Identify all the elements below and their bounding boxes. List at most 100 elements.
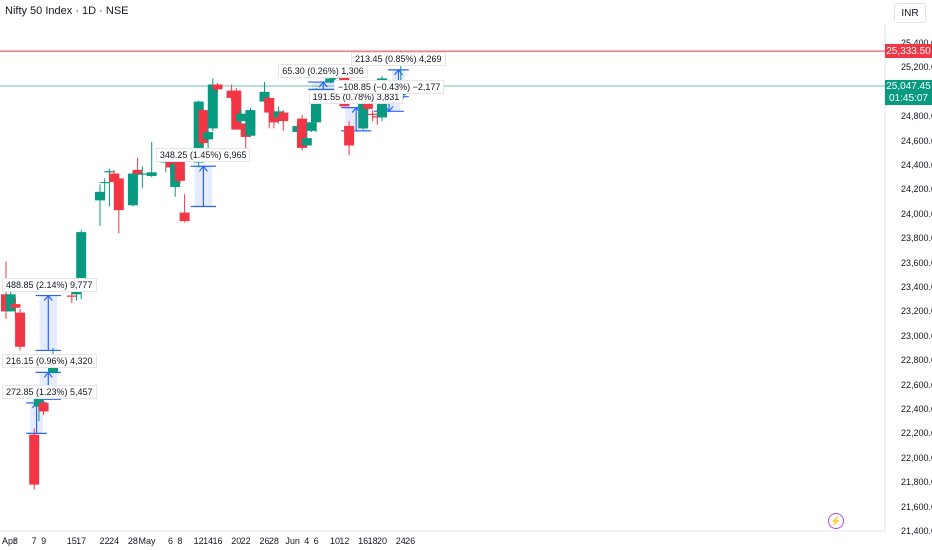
time-tick-label: 22 [240,536,251,546]
time-tick-label: Jun [285,536,300,546]
measurement-arrow-head [198,165,208,172]
candle-down [231,90,242,130]
time-tick-label: Apr [2,536,17,546]
measurement-label: 65.30 (0.26%) 1,306 [278,64,368,79]
candle-up [311,91,322,123]
price-tick-label: 22,400.00 [901,404,932,414]
candle-down [66,295,77,297]
candle-up [259,91,270,102]
time-tick-label: 26 [405,536,416,546]
candle-up [33,396,44,407]
candle-down [174,155,185,181]
price-tick-label: 23,400.00 [901,282,932,292]
candle-down [15,312,26,347]
price-tick-label: 23,200.00 [901,306,932,317]
candle-up [127,173,138,206]
time-tick-label: 6 [167,536,174,546]
time-tick-label: 16 [358,536,369,546]
lightning-icon[interactable]: ⚡ [828,513,844,529]
price-tick-label: 25,200.00 [901,62,932,73]
time-tick-label: 12 [193,536,204,546]
measurement-arrow-head [318,81,328,88]
candle-down [344,125,355,146]
measurement-label: 348.25 (1.45%) 6,965 [155,148,251,163]
candle-up [306,122,317,131]
candle-up [207,84,218,129]
time-tick-label: 17 [76,536,87,546]
candle-up [95,191,105,201]
time-tick-label: 16 [212,536,223,546]
price-tick-label: 23,600.00 [901,257,932,268]
current-price: 25,047.45 [886,80,931,92]
candle-down [179,212,190,222]
time-tick-label: 10 [329,536,341,546]
currency-button[interactable]: INR [894,3,926,23]
candle-up [236,113,246,122]
measurement-label: −108.85 (−0.43%) −2,177 [334,79,445,94]
candle-up [325,78,336,83]
symbol-title[interactable]: Nifty 50 Index · 1D · NSE [5,5,129,17]
price-tick-label: 24,600.00 [901,135,932,146]
candle-up [301,138,312,146]
time-tick-label: 22 [99,536,110,546]
time-tick-label: 24 [109,536,120,546]
candle-down [264,97,275,113]
time-tick-label: 4 [304,536,310,546]
bar-countdown: 01:45:07 [889,92,928,104]
price-tick-label: 22,000.00 [901,452,932,463]
price-tick-label: 21,800.00 [901,477,932,488]
time-tick-label: May [138,536,156,546]
candle-up [5,294,16,312]
measurement-arrow-head [43,294,53,301]
candle-up [99,182,110,184]
candle-down [109,173,120,183]
candle-down [113,178,124,211]
high-price-tag: 25,333.50 [885,44,932,59]
candle-down [297,118,308,148]
price-tick-label: 22,600.00 [901,379,932,390]
price-tick-label: 22,200.00 [901,428,932,439]
measurement-label: 488.85 (2.14%) 9,777 [2,277,97,292]
candle-up [203,132,214,140]
time-tick-label: 7 [31,536,37,546]
price-tick-label: 25,400.00 [901,38,932,48]
time-tick-label: 20 [231,536,242,546]
candle-up [137,173,148,175]
time-tick-label: 9 [41,536,47,546]
candle-down [132,169,143,174]
chart-header: Nifty 50 Index · 1D · NSE INR [0,0,932,24]
candle-up [358,99,369,129]
time-tick-label: 15 [66,536,77,546]
measurement-label: 213.45 (0.85%) 4,269 [350,51,446,66]
candle-down [367,113,378,115]
time-tick-label: 28 [127,536,138,546]
candle-up [146,172,157,176]
candle-down [198,110,209,144]
time-tick-label: 28 [268,536,279,546]
candle-up [245,110,256,136]
candle-up [76,232,87,285]
time-tick-label: 6 [313,536,319,546]
time-tick-label: 14 [203,536,214,546]
time-tick-label: 20 [376,536,388,546]
time-tick-label: 26 [259,536,270,546]
candle-up [104,171,115,173]
price-tick-label: 24,400.00 [901,160,932,170]
candle-down [212,84,223,90]
price-tick-label: 23,800.00 [901,233,932,244]
time-tick-label: 8 [177,536,183,546]
price-tick-label: 22,800.00 [901,355,932,366]
price-tick-label: 21,400.00 [901,526,932,536]
price-tick-label: 24,200.00 [901,184,932,195]
time-tick-label: 24 [395,536,406,546]
price-tick-label: 24,000.00 [901,208,932,219]
candle-down [38,402,49,412]
price-tick-label: 21,600.00 [901,501,932,512]
time-tick-label: 18 [367,536,378,546]
candle-down [29,434,40,485]
time-tick-label: 12 [339,536,350,546]
current-price-tag: 25,047.45 01:45:07 [885,80,932,105]
measurement-label: 272.85 (1.23%) 5,457 [2,384,97,399]
price-tick-label: 24,800.00 [901,111,932,122]
